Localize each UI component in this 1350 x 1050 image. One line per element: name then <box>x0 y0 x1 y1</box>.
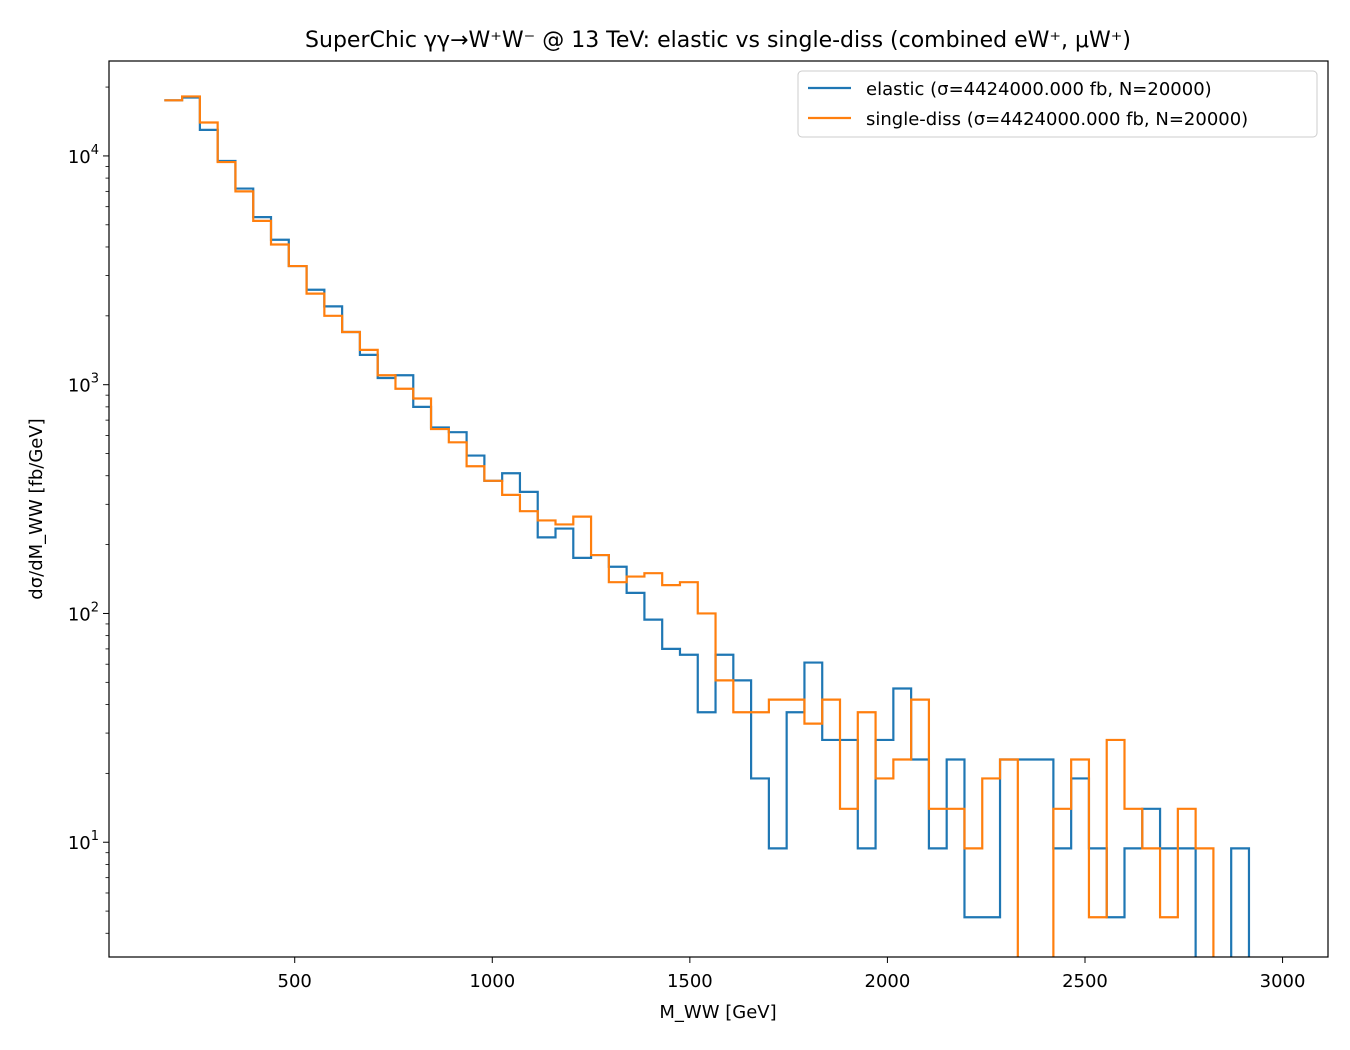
series-line-elastic <box>164 96 1251 957</box>
y-tick-label: 101 <box>68 829 99 854</box>
x-tick-label: 1500 <box>667 971 713 992</box>
y-tick-label: 102 <box>68 600 99 625</box>
y-tick-label: 103 <box>68 372 99 397</box>
x-tick-label: 1000 <box>469 971 515 992</box>
x-tick-label: 500 <box>278 971 312 992</box>
y-axis-label: dσ/dM_WW [fb/GeV] <box>26 418 47 599</box>
x-axis-label: M_WW [GeV] <box>659 1002 776 1023</box>
y-tick-label: 104 <box>68 143 99 168</box>
x-tick-label: 3000 <box>1260 971 1306 992</box>
chart-title: SuperChic γγ→W⁺W⁻ @ 13 TeV: elastic vs s… <box>305 28 1131 53</box>
x-axis-ticks: 500 1000 1500 2000 2500 3000 <box>278 957 1306 992</box>
legend-label-elastic: elastic (σ=4424000.000 fb, N=20000) <box>866 79 1212 100</box>
y-axis-ticks: 101 102 103 104 <box>68 86 109 934</box>
series-line-single-diss <box>164 95 1215 957</box>
legend: elastic (σ=4424000.000 fb, N=20000) sing… <box>797 70 1318 138</box>
plot-frame <box>108 60 1329 958</box>
series-layer <box>164 95 1251 957</box>
legend-box <box>797 70 1318 138</box>
x-tick-label: 2500 <box>1062 971 1108 992</box>
legend-label-single-diss: single-diss (σ=4424000.000 fb, N=20000) <box>866 109 1248 130</box>
x-tick-label: 2000 <box>865 971 911 992</box>
